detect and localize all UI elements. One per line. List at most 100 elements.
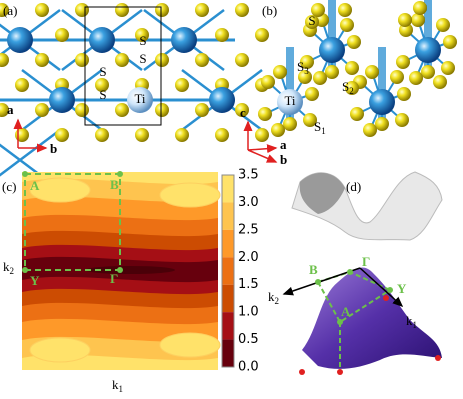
unit-cell bbox=[84, 6, 162, 126]
colorbar-segment bbox=[222, 284, 234, 313]
colorbar-tick-label: 0.5 bbox=[238, 332, 259, 347]
atom bbox=[345, 81, 359, 95]
artwork bbox=[0, 0, 457, 375]
colorbar-tick-label: 2.0 bbox=[238, 250, 259, 265]
axis-label-main: k bbox=[268, 289, 275, 304]
axis-label-sub: 1 bbox=[119, 384, 124, 394]
colorbar-tick-label: 3.5 bbox=[238, 168, 259, 183]
atom bbox=[443, 35, 457, 49]
atom-label-sub: 1 bbox=[321, 126, 326, 136]
contour-band bbox=[159, 182, 221, 208]
atom bbox=[395, 113, 409, 127]
axis-label: k1 bbox=[406, 313, 417, 330]
atom bbox=[135, 28, 149, 42]
contour-band bbox=[29, 177, 91, 203]
panel-label: (d) bbox=[346, 179, 361, 194]
k-point-label: Γ bbox=[362, 254, 370, 269]
atom bbox=[195, 53, 209, 67]
atom-label: S1 bbox=[314, 119, 326, 136]
atom bbox=[95, 128, 109, 142]
atom bbox=[195, 3, 209, 17]
atom bbox=[155, 103, 169, 117]
atom bbox=[441, 61, 455, 75]
panel-label: (c) bbox=[2, 179, 16, 194]
axis-label-sub: 2 bbox=[10, 266, 15, 276]
k-point bbox=[22, 267, 28, 273]
atom-label: Ti bbox=[134, 91, 145, 106]
atom bbox=[75, 53, 89, 67]
corner bbox=[435, 355, 441, 361]
atom bbox=[273, 65, 287, 79]
colorbar-segment bbox=[222, 202, 234, 230]
atom bbox=[155, 53, 169, 67]
contour-band bbox=[29, 337, 91, 363]
atom bbox=[347, 35, 361, 49]
atom bbox=[369, 89, 395, 115]
k-point-label: Γ bbox=[110, 271, 118, 286]
k-point bbox=[387, 287, 393, 293]
corner bbox=[299, 369, 305, 375]
colorbar bbox=[221, 174, 235, 368]
atom-label-sub: 2 bbox=[349, 86, 354, 96]
atom bbox=[35, 53, 49, 67]
atom bbox=[305, 87, 319, 101]
atom bbox=[95, 78, 109, 92]
atom bbox=[209, 87, 235, 113]
atom bbox=[345, 61, 359, 75]
axis-label-sub: 1 bbox=[413, 320, 418, 330]
atom bbox=[300, 55, 314, 69]
atom-label: S bbox=[139, 51, 146, 66]
k-point bbox=[117, 171, 123, 177]
atom bbox=[15, 78, 29, 92]
atom bbox=[415, 37, 441, 63]
atom bbox=[271, 123, 285, 137]
atom bbox=[135, 128, 149, 142]
atom-label: S3 bbox=[297, 59, 309, 76]
axis-arrow bbox=[247, 144, 278, 154]
surface-shade bbox=[299, 172, 345, 214]
atom bbox=[89, 27, 115, 53]
atom bbox=[75, 103, 89, 117]
axis-label: c bbox=[240, 105, 246, 120]
axis-arrow bbox=[247, 149, 278, 163]
atom bbox=[313, 71, 327, 85]
atom bbox=[127, 87, 153, 113]
corner bbox=[383, 295, 389, 301]
atom bbox=[311, 3, 325, 17]
atom-label-main: S bbox=[314, 119, 321, 134]
atom-label-main: S bbox=[342, 79, 349, 94]
atom bbox=[75, 3, 89, 17]
k-point bbox=[337, 319, 343, 325]
axis-arrow bbox=[359, 267, 404, 308]
atom bbox=[0, 53, 9, 67]
atom-label-sub: 3 bbox=[304, 66, 309, 76]
k-point-label: A bbox=[30, 178, 40, 193]
colorbar-segment bbox=[222, 257, 234, 285]
colorbar-tick-label: 1.5 bbox=[238, 277, 259, 292]
colorbar-segment bbox=[222, 175, 234, 203]
axis-label: a bbox=[280, 137, 287, 152]
atom bbox=[340, 18, 354, 32]
atom bbox=[55, 28, 69, 42]
atom bbox=[255, 28, 269, 42]
k-point bbox=[117, 267, 123, 273]
atom bbox=[7, 27, 33, 53]
atom-label: S bbox=[139, 33, 146, 48]
atom bbox=[115, 103, 129, 117]
atom bbox=[155, 3, 169, 17]
atom bbox=[303, 113, 317, 127]
atom bbox=[235, 3, 249, 17]
atom bbox=[261, 75, 275, 89]
k-point bbox=[347, 269, 353, 275]
axis-label: k2 bbox=[268, 289, 279, 306]
atom bbox=[171, 27, 197, 53]
atom-label: S bbox=[99, 87, 106, 102]
axis-label-main: k bbox=[112, 377, 119, 392]
atom-label: Ti bbox=[284, 93, 295, 108]
atom bbox=[175, 128, 189, 142]
atom-label: S bbox=[99, 64, 106, 79]
bond bbox=[0, 129, 61, 177]
atom bbox=[0, 103, 9, 117]
atom-label: S bbox=[308, 13, 315, 28]
